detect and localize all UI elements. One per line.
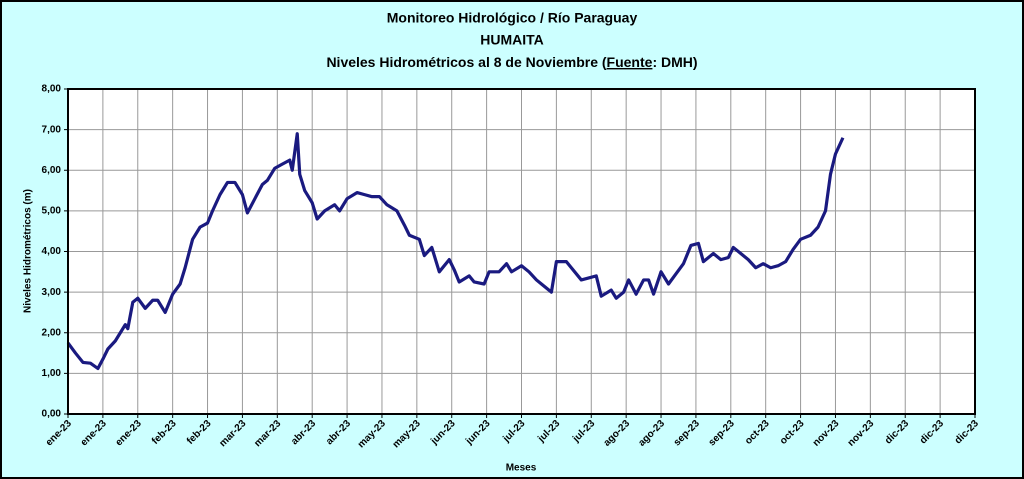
chart-source: Niveles Hidrométricos al 8 de Noviembre … [326,54,697,70]
marks [66,132,845,371]
y-tick-label: 2,00 [42,327,62,338]
y-axis-label: Niveles Hidrométricos (m) [23,189,34,313]
x-axis-label: Meses [506,463,537,474]
source-label: Fuente [607,54,653,70]
plot-border [67,88,976,415]
source-text: Niveles Hidrométricos al 8 de Noviembre … [326,54,606,70]
y-tick-label: 0,00 [42,409,62,420]
y-tick-label: 5,00 [42,206,62,217]
y-tick-label: 7,00 [42,124,62,135]
source-text: : DMH) [652,54,697,70]
y-tick-label: 1,00 [42,368,62,379]
chart-title: Monitoreo Hidrológico / Río Paraguay [387,10,638,26]
y-tick-label: 3,00 [42,287,62,298]
y-tick-label: 4,00 [42,246,62,257]
y-tick-label: 8,00 [42,84,62,95]
chart-subtitle: HUMAITA [480,32,544,48]
y-tick-label: 6,00 [42,165,62,176]
data-line [66,132,845,371]
